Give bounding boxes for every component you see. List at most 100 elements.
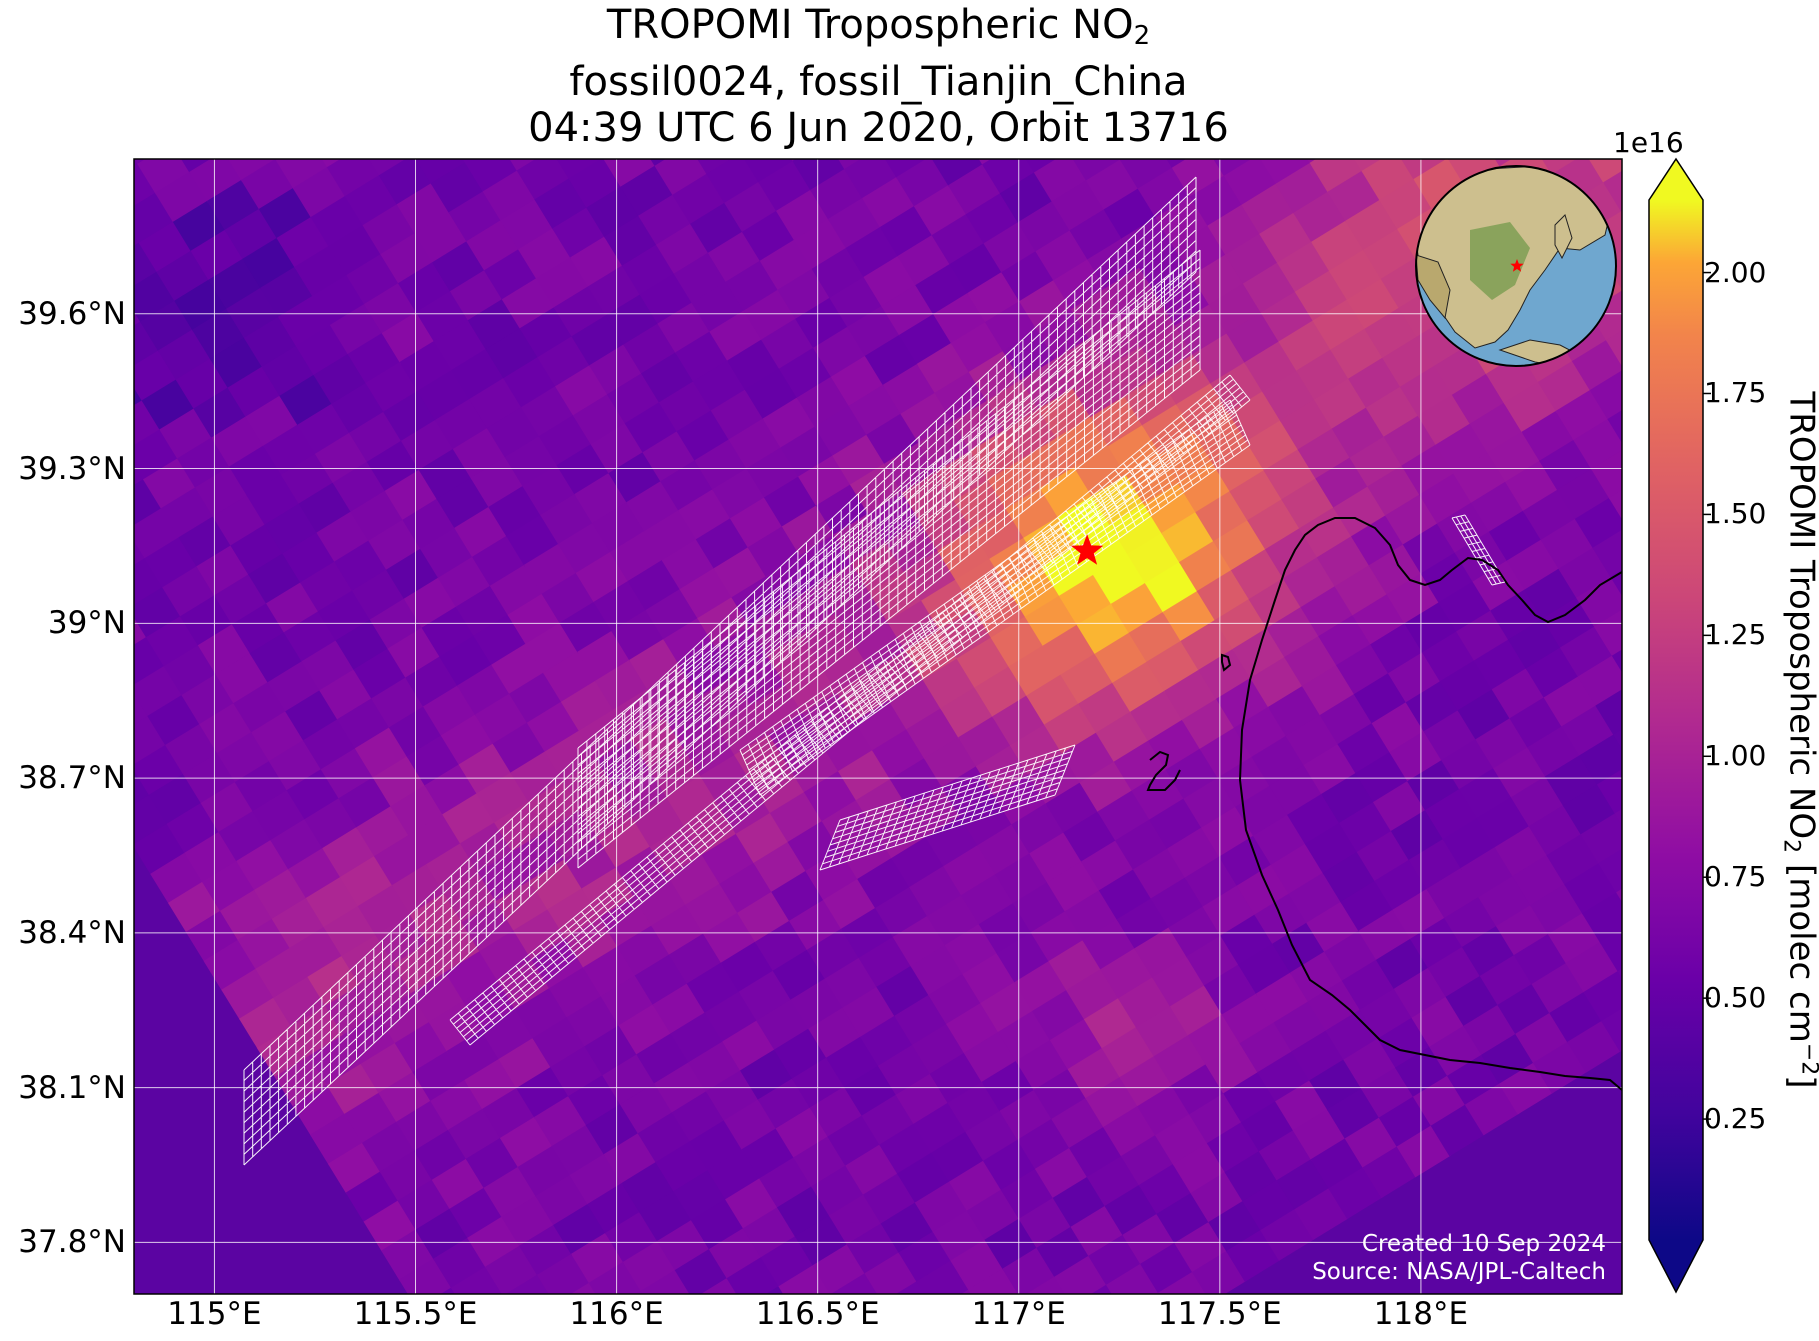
no2-pixel xyxy=(971,507,1027,561)
no2-pixel xyxy=(388,705,444,759)
no2-pixel xyxy=(1127,532,1182,585)
no2-pixel xyxy=(966,1188,1022,1242)
no2-pixel xyxy=(766,633,822,686)
no2-pixel xyxy=(965,192,1021,246)
no2-pixel xyxy=(688,1040,743,1094)
no2-pixel xyxy=(1537,360,1593,413)
no2-pixel xyxy=(603,1132,659,1185)
no2-pixel xyxy=(1223,159,1279,207)
no2-pixel xyxy=(1017,1117,1072,1171)
no2-pixel xyxy=(587,1182,642,1235)
no2-pixel xyxy=(769,791,825,844)
no2-pixel xyxy=(1079,760,1135,814)
no2-pixel xyxy=(851,541,907,595)
colorbar-extend-low xyxy=(1649,1240,1703,1292)
no2-pixel xyxy=(1202,884,1258,938)
no2-pixel xyxy=(596,737,652,791)
no2-pixel xyxy=(1531,962,1587,1015)
no2-pixel xyxy=(999,171,1055,225)
no2-pixel xyxy=(1322,850,1378,904)
no2-pixel xyxy=(1180,619,1236,672)
lat-tick-label: 38.4°N xyxy=(18,914,126,951)
no2-pixel xyxy=(1456,609,1511,663)
no2-pixel xyxy=(1009,723,1065,777)
no2-pixel xyxy=(968,1267,1023,1294)
no2-pixel xyxy=(1506,538,1562,592)
no2-pixel xyxy=(194,465,250,519)
no2-pixel xyxy=(458,742,514,796)
no2-pixel xyxy=(1533,159,1589,177)
no2-pixel xyxy=(1259,211,1314,265)
no2-pixel xyxy=(203,938,259,992)
no2-pixel xyxy=(756,998,811,1052)
no2-pixel xyxy=(618,1003,674,1057)
no2-pixel xyxy=(1438,580,1494,634)
no2-pixel xyxy=(587,264,643,318)
no2-pixel xyxy=(1110,581,1166,635)
no2-pixel xyxy=(1171,159,1227,199)
no2-pixel xyxy=(898,1230,954,1284)
no2-pixel xyxy=(1132,847,1188,901)
no2-pixel xyxy=(1166,826,1222,880)
no2-pixel xyxy=(274,1054,330,1108)
no2-pixel xyxy=(689,1119,745,1173)
no2-pixel xyxy=(68,105,123,158)
no2-pixel xyxy=(895,1072,951,1126)
no2-pixel xyxy=(1029,831,1084,885)
no2-pixel xyxy=(712,467,767,521)
no2-pixel xyxy=(1510,775,1566,829)
no2-pixel xyxy=(775,188,831,242)
no2-pixel xyxy=(1026,673,1081,727)
no2-pixel xyxy=(1211,440,1267,494)
no2-pixel xyxy=(1390,809,1446,862)
no2-pixel xyxy=(1521,409,1577,463)
no2-pixel xyxy=(863,255,919,308)
no2-pixel xyxy=(1546,833,1602,887)
no2-pixel xyxy=(495,879,551,933)
no2-pixel xyxy=(827,197,883,250)
no2-pixel xyxy=(1595,683,1622,737)
no2-pixel xyxy=(1365,385,1421,439)
no2-pixel xyxy=(1478,875,1533,928)
no2-pixel xyxy=(384,468,440,522)
no2-pixel xyxy=(700,753,755,807)
no2-pixel xyxy=(964,159,1019,167)
no2-pixel xyxy=(990,615,1046,669)
no2-pixel xyxy=(446,159,502,165)
no2-pixel xyxy=(720,940,776,994)
no2-pixel xyxy=(366,439,422,493)
no2-pixel xyxy=(982,159,1037,196)
no2-pixel xyxy=(1033,159,1089,204)
no2-pixel xyxy=(671,94,726,147)
no2-pixel xyxy=(1296,348,1351,402)
no2-pixel xyxy=(197,623,253,676)
no2-pixel xyxy=(313,352,369,406)
no2-pixel xyxy=(1061,731,1117,785)
no2-pixel xyxy=(845,1143,900,1197)
no2-pixel xyxy=(314,431,370,485)
source-credit: Source: NASA/JPL-Caltech xyxy=(1312,1259,1606,1285)
no2-pixel xyxy=(741,1127,797,1181)
no2-pixel xyxy=(866,412,921,466)
no2-pixel xyxy=(1573,418,1622,471)
no2-pixel xyxy=(218,810,274,863)
no2-pixel xyxy=(1092,552,1148,606)
no2-pixel xyxy=(1225,232,1280,286)
no2-pixel xyxy=(947,163,1003,217)
no2-pixel xyxy=(1241,182,1297,236)
no2-pixel xyxy=(1024,594,1080,648)
no2-pixel xyxy=(421,605,477,659)
no2-pixel xyxy=(623,322,678,376)
no2-pixel xyxy=(956,636,1012,690)
no2-pixel xyxy=(473,613,529,667)
no2-pixel xyxy=(1475,717,1530,771)
no2-pixel xyxy=(227,365,283,419)
no2-pixel xyxy=(676,409,732,463)
no2-pixel xyxy=(519,306,575,360)
no2-pixel xyxy=(627,559,683,612)
no2-pixel xyxy=(977,823,1032,877)
no2-pixel xyxy=(467,298,523,351)
no2-pixel xyxy=(298,481,354,535)
no2-pixel xyxy=(1161,511,1216,564)
no2-pixel xyxy=(723,102,778,155)
